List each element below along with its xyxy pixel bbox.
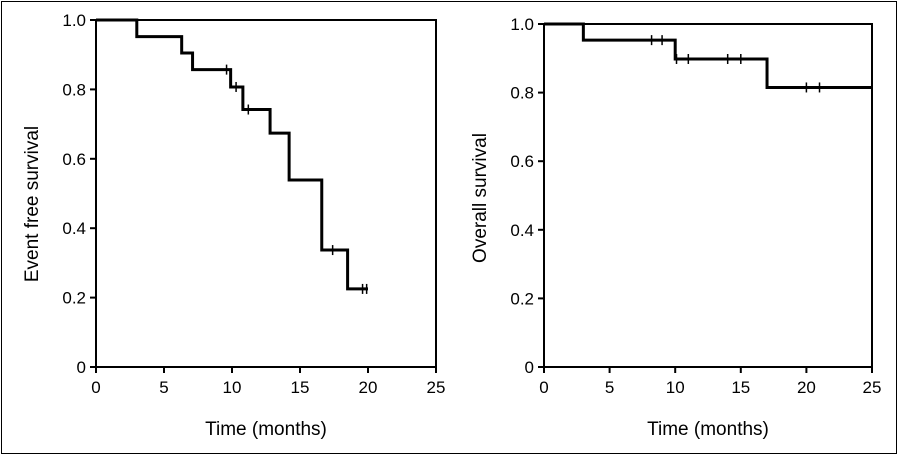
y-axis-title-event-free: Event free survival <box>22 126 43 282</box>
x-tick-label: 0 <box>91 378 100 397</box>
series-event-free <box>96 18 368 294</box>
x-tick-label: 20 <box>797 378 816 397</box>
survival-step-line <box>96 18 368 291</box>
x-axis-title-overall: Time (months) <box>647 419 769 440</box>
y-tick-label: 1.0 <box>62 11 86 30</box>
ticks-overall: 0 5 10 15 20 25 0 0.2 0.4 0.6 0.8 1.0 <box>510 15 881 397</box>
y-tick-label: 0.4 <box>510 221 534 240</box>
y-tick-label: 0 <box>77 358 86 377</box>
x-tick-label: 25 <box>427 378 446 397</box>
series-overall <box>544 22 872 93</box>
y-tick-label: 0.8 <box>62 80 86 99</box>
panel-event-free: Time (months) Event free survival 0 5 10 15… <box>22 11 445 440</box>
y-tick-label: 0.2 <box>62 289 86 308</box>
x-tick-label: 10 <box>666 378 685 397</box>
x-tick-label: 15 <box>291 378 310 397</box>
x-tick-label: 5 <box>605 378 614 397</box>
y-axis-title-overall: Overall survival <box>470 133 491 263</box>
ticks-event-free: 0 5 10 15 20 25 0 0.2 0.4 0.6 0.8 1.0 <box>62 11 445 397</box>
x-tick-label: 25 <box>863 378 882 397</box>
y-tick-label: 1.0 <box>510 15 534 34</box>
y-tick-label: 0.2 <box>510 289 534 308</box>
y-tick-label: 0.4 <box>62 219 86 238</box>
y-tick-label: 0.6 <box>510 152 534 171</box>
y-tick-label: 0.6 <box>62 150 86 169</box>
x-axis-title-event-free: Time (months) <box>205 419 327 440</box>
x-tick-label: 15 <box>731 378 750 397</box>
panel-overall: Time (months) Overall survival 0 5 10 15 20 2… <box>470 15 881 440</box>
x-tick-label: 5 <box>159 378 168 397</box>
x-tick-label: 0 <box>539 378 548 397</box>
x-tick-label: 10 <box>223 378 242 397</box>
plot-area-overall <box>543 23 873 368</box>
plot-area-event-free <box>95 19 437 368</box>
y-tick-label: 0 <box>525 358 534 377</box>
survival-step-line <box>544 22 872 89</box>
x-tick-label: 20 <box>359 378 378 397</box>
y-tick-label: 0.8 <box>510 84 534 103</box>
